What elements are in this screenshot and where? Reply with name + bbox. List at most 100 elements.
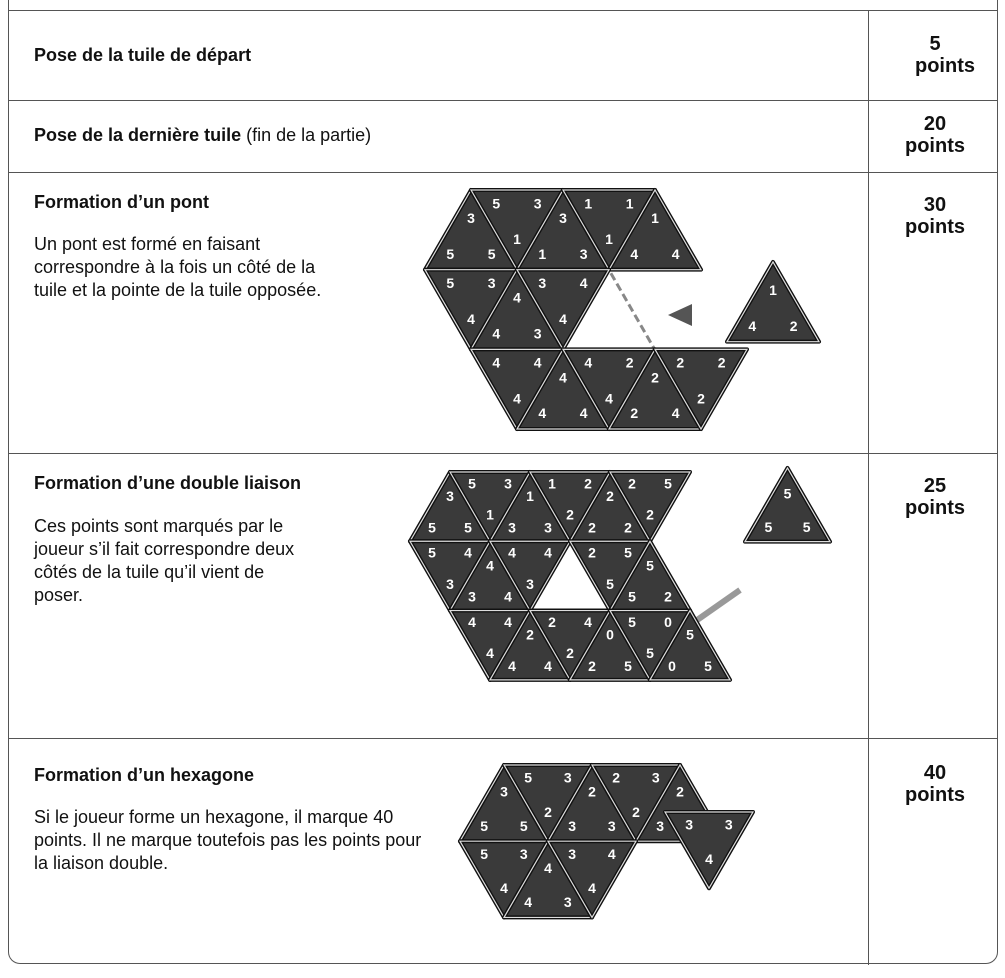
tile-number: 4: [544, 545, 552, 561]
row-divider: [8, 100, 998, 101]
tile-number: 5: [628, 614, 636, 630]
tile-number: 3: [468, 589, 476, 605]
row-divider: [8, 453, 998, 454]
tile-number: 4: [513, 391, 521, 407]
tile-number: 4: [486, 557, 494, 573]
tile-number: 4: [504, 614, 512, 630]
tile-number: 5: [624, 658, 632, 674]
tile-number: 1: [538, 246, 546, 262]
tile-number: 2: [566, 507, 574, 523]
tile-number: 1: [769, 282, 777, 298]
tile-number: 3: [544, 519, 552, 535]
row-title: Pose de la tuile de départ: [34, 45, 252, 65]
tile-number: 4: [559, 369, 567, 385]
arrow: [688, 587, 742, 628]
tile-number: 2: [606, 488, 614, 504]
tile-number: 5: [624, 545, 632, 561]
tile-number: 4: [588, 880, 596, 896]
tile-number: 0: [668, 658, 676, 674]
tile-number: 5: [464, 519, 472, 535]
tile-number: 4: [464, 545, 472, 561]
tile-number: 5: [446, 246, 454, 262]
tile-number: 5: [764, 519, 772, 535]
tile-number: 2: [588, 784, 596, 800]
tile-number: 5: [524, 770, 532, 786]
tile-number: 4: [467, 311, 475, 327]
tile-number: 5: [428, 545, 436, 561]
tile-number: 3: [488, 275, 496, 291]
points: 25 points: [905, 475, 965, 519]
tile-number: 4: [468, 614, 476, 630]
tile-number: 4: [492, 325, 500, 341]
row-title: Formation d’un hexagone: [34, 765, 255, 785]
row-text: Ces points sont marqués par le joueur s’…: [34, 516, 295, 605]
tile-number: 2: [566, 645, 574, 661]
column-divider: [868, 10, 869, 965]
tile-number: 0: [606, 627, 614, 643]
tile-number: 4: [513, 290, 521, 306]
tile-edge: [653, 348, 749, 431]
tile-number: 4: [524, 894, 532, 910]
tile: [743, 466, 832, 544]
tile-edge: [725, 260, 821, 343]
tile-number: 4: [748, 318, 756, 334]
tile-number: 4: [508, 658, 516, 674]
tile-number: 5: [480, 846, 488, 862]
tile-number: 2: [624, 519, 632, 535]
tile-number: 3: [568, 818, 576, 834]
tile-number: 2: [588, 658, 596, 674]
tile-number: 2: [544, 804, 552, 820]
tile-number: 3: [580, 246, 588, 262]
tile-number: 3: [685, 817, 693, 833]
tile-number: 5: [446, 275, 454, 291]
tile-number: 1: [548, 475, 556, 491]
tile-number: 3: [534, 325, 542, 341]
row-divider: [8, 172, 998, 173]
tile-edge: [607, 188, 703, 271]
tile-edge: [515, 269, 611, 351]
tile-number: 5: [646, 557, 654, 573]
tile-edge: [648, 609, 732, 681]
tile-number: 3: [467, 210, 475, 226]
tile-edge: [488, 540, 572, 612]
tile-number: 4: [500, 880, 508, 896]
tile-number: 2: [612, 770, 620, 786]
tile-number: 3: [526, 576, 534, 592]
tile-number: 4: [544, 860, 552, 876]
tile-number: 1: [513, 231, 521, 247]
tile-number: 3: [568, 846, 576, 862]
points: 20 points: [905, 113, 965, 157]
tile-number: 1: [526, 488, 534, 504]
tile-number: 3: [608, 818, 616, 834]
tile-edge: [743, 466, 832, 543]
tile-number: 1: [605, 231, 613, 247]
tile-number: 4: [580, 275, 588, 291]
tile-number: 4: [508, 545, 516, 561]
tile-number: 0: [664, 614, 672, 630]
tile-number: 4: [559, 311, 567, 327]
row-text: Un pont est formé en faisant correspondr…: [34, 234, 322, 300]
tile-number: 3: [534, 195, 542, 211]
arrow-head: [668, 304, 692, 326]
tile-number: 5: [646, 645, 654, 661]
tile-number: 3: [656, 818, 664, 834]
tile-number: 5: [480, 818, 488, 834]
tile-number: 4: [672, 246, 680, 262]
tile-number: 3: [446, 488, 454, 504]
points: 40 points: [905, 762, 965, 806]
tile-number: 4: [544, 658, 552, 674]
row-title: Formation d’une double liaison: [34, 473, 302, 493]
tile-number: 4: [492, 355, 500, 371]
tile-number: 2: [676, 784, 684, 800]
tile-number: 3: [564, 894, 572, 910]
tile-number: 3: [559, 210, 567, 226]
tile-number: 3: [508, 519, 516, 535]
tile-number: 5: [520, 818, 528, 834]
tile-number: 4: [672, 405, 680, 421]
tile-number: 4: [608, 846, 616, 862]
tile-number: 5: [784, 486, 792, 502]
tile-number: 5: [428, 519, 436, 535]
tile-number: 3: [504, 475, 512, 491]
